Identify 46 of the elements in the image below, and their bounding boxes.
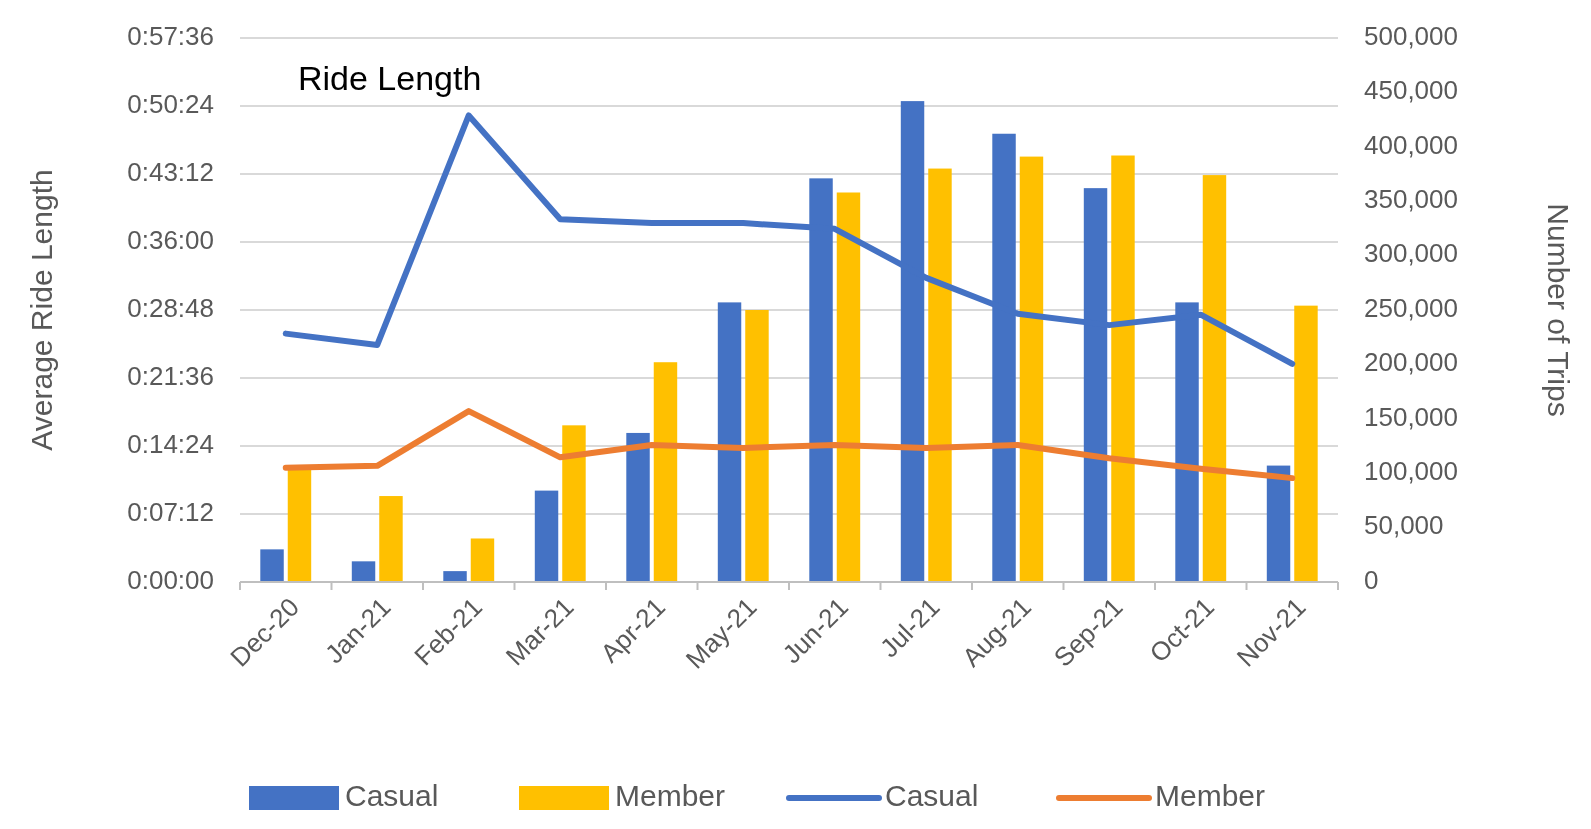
bar	[928, 168, 952, 582]
bar	[1294, 305, 1318, 582]
y2-tick-label: 450,000	[1364, 75, 1458, 106]
y2-tick-label: 100,000	[1364, 456, 1458, 487]
y-tick-label: 0:07:12	[127, 496, 214, 527]
bar	[287, 467, 312, 582]
y-tick-label: 0:00:00	[127, 564, 214, 595]
y2-tick-label: 500,000	[1364, 20, 1458, 51]
y-tick-label: 0:43:12	[127, 156, 214, 187]
bar	[470, 538, 495, 582]
y2-tick-label: 200,000	[1364, 347, 1458, 378]
bar	[1111, 155, 1135, 582]
y2-tick-label: 300,000	[1364, 238, 1458, 269]
y2-axis-title: Number of Trips	[1542, 203, 1575, 417]
y2-tick-label: 0	[1364, 564, 1379, 595]
bar	[626, 432, 650, 582]
y2-tick-label: 350,000	[1364, 184, 1458, 215]
y2-tick-label: 250,000	[1364, 292, 1458, 323]
bar	[260, 549, 284, 582]
bar	[443, 571, 467, 582]
y-tick-label: 0:21:36	[127, 360, 214, 391]
legend-label: Member	[615, 778, 726, 812]
y-tick-label: 0:50:24	[127, 88, 214, 119]
y-tick-label: 0:14:24	[127, 428, 214, 459]
bar	[745, 310, 769, 582]
text: Ride Length	[298, 59, 482, 97]
y2-tick-label: 150,000	[1364, 401, 1458, 432]
y-axis-title: Average Ride Length	[25, 169, 58, 451]
bar	[1019, 156, 1044, 582]
bar	[1266, 465, 1291, 582]
bar	[379, 496, 403, 582]
y-tick-label: 0:57:36	[127, 20, 214, 51]
legend-label: Member	[1155, 778, 1266, 812]
legend-label: Casual	[885, 778, 979, 812]
y2-tick-label: 400,000	[1364, 129, 1458, 160]
bar	[351, 561, 376, 582]
y2-tick-label: 50,000	[1364, 510, 1444, 541]
bar	[534, 490, 559, 582]
legend-label: Casual	[345, 778, 439, 812]
bar	[562, 425, 586, 582]
bar	[1202, 175, 1227, 582]
y-tick-label: 0:28:48	[127, 292, 214, 323]
bar	[836, 192, 861, 582]
y-tick-label: 0:36:00	[127, 224, 214, 255]
bar	[653, 362, 678, 582]
bar	[717, 302, 742, 582]
